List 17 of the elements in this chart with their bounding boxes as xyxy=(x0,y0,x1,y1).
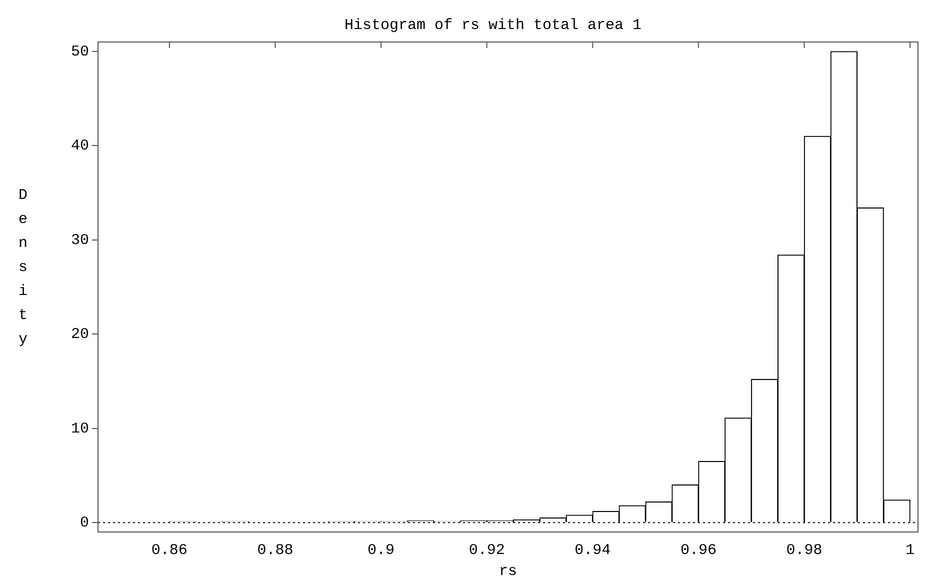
x-tick-label: 0.98 xyxy=(786,542,822,559)
y-tick-label: 20 xyxy=(70,326,90,344)
chart-title: Histogram of rs with total area 1 xyxy=(344,16,642,34)
y-tick-label: 50 xyxy=(70,43,90,60)
x-tick-label: 0.9 xyxy=(368,542,395,559)
y-tick-label: 30 xyxy=(70,232,90,249)
x-tick-label: 1 xyxy=(906,542,915,559)
x-tick-label: 0.88 xyxy=(257,542,294,559)
x-axis-title: rs xyxy=(498,562,518,580)
x-tick-label: 0.92 xyxy=(468,542,505,559)
y-tick-label: 40 xyxy=(70,138,90,155)
y-tick-label: 10 xyxy=(70,420,90,438)
y-axis-title: Density xyxy=(18,186,28,348)
x-tick-label: 0.86 xyxy=(151,542,188,559)
x-tick-label: 0.96 xyxy=(680,542,716,559)
y-tick-label: 0 xyxy=(80,514,90,532)
x-tick-label: 0.94 xyxy=(574,542,611,559)
